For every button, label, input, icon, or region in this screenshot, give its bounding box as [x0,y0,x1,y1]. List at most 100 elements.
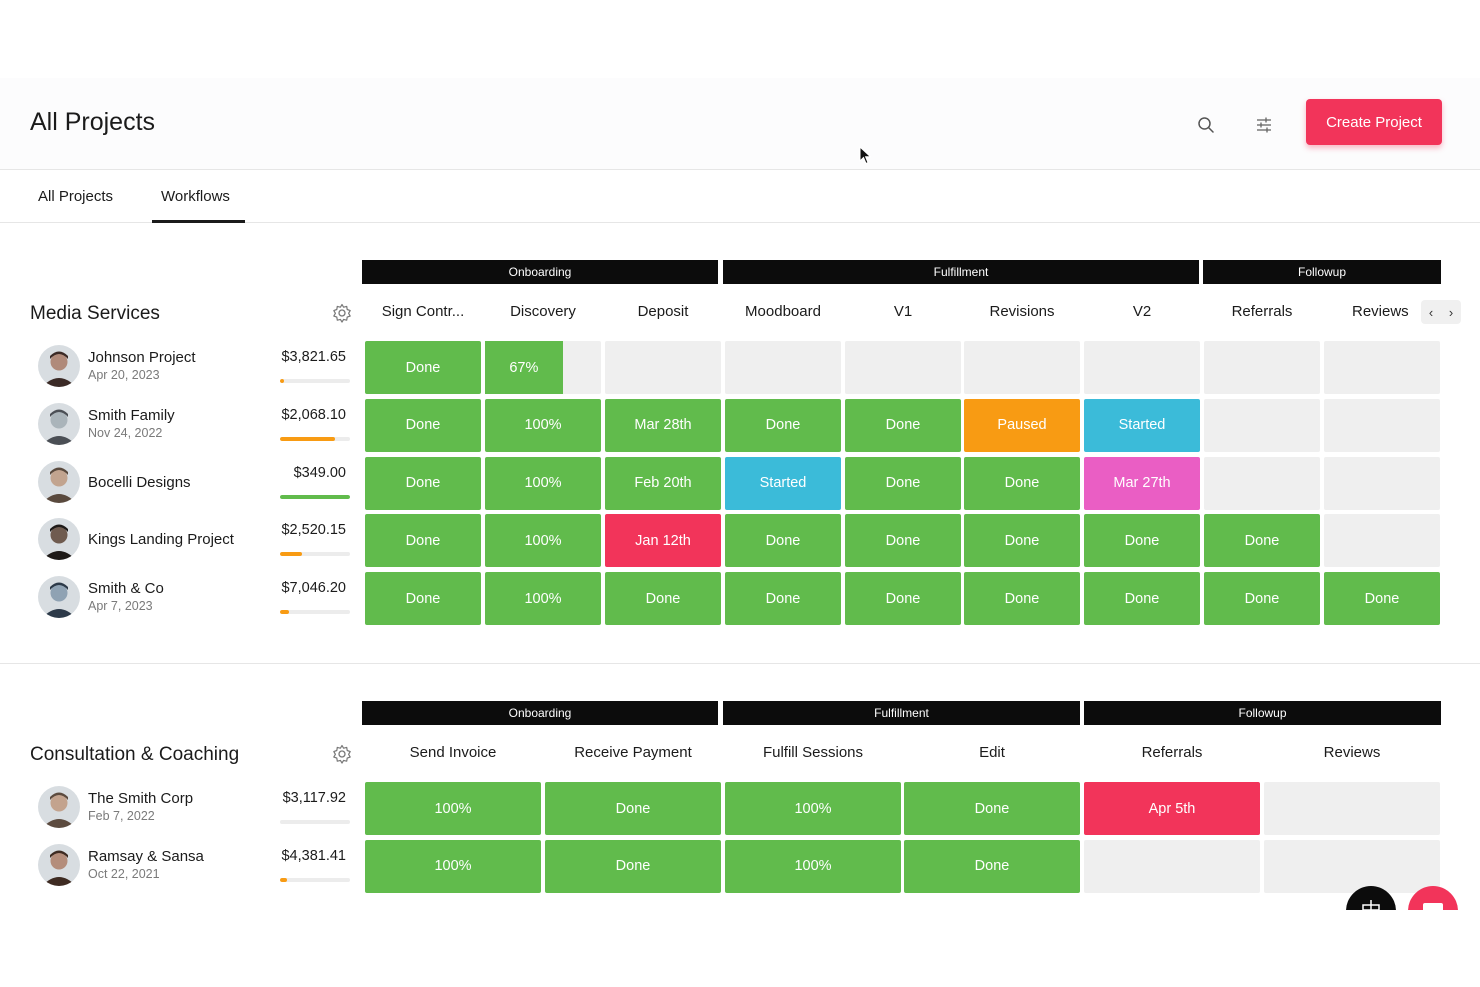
empty-stage-cell[interactable] [1204,456,1320,510]
payment-progress-bar [280,379,350,383]
stage-status-cell[interactable]: Done [964,514,1080,568]
stage-status-cell[interactable]: Started [725,456,841,510]
filter-sliders-icon[interactable] [1251,112,1277,138]
chevron-right-icon[interactable]: › [1448,304,1454,320]
project-date: Apr 20, 2023 [88,368,160,382]
stage-status-cell[interactable]: Done [365,572,481,625]
chevron-left-icon[interactable]: ‹ [1428,304,1434,320]
project-row[interactable]: Johnson Project Apr 20, 2023 $3,821.65 Done… [0,338,1480,396]
stage-status-cell[interactable]: Jan 12th [605,514,721,568]
project-name[interactable]: Kings Landing Project [88,531,234,549]
column-pager: ‹ › [1421,300,1461,324]
empty-stage-cell[interactable] [1324,456,1440,510]
stage-bar-fulfillment: Fulfillment [723,260,1199,284]
column-header: Edit [979,744,1005,761]
stage-status-cell[interactable]: Done [845,514,961,568]
stage-status-cell[interactable]: 100% [485,456,601,510]
stage-status-cell[interactable]: Done [1324,572,1440,625]
project-name[interactable]: Bocelli Designs [88,473,191,491]
project-name[interactable]: Johnson Project [88,349,196,366]
column-header: Fulfill Sessions [762,744,864,761]
stage-status-cell[interactable]: 100% [485,398,601,452]
project-amount: $2,520.15 [281,522,346,539]
stage-status-cell[interactable]: 100% [365,839,541,893]
project-row[interactable]: Bocelli Designs $349.00 Done 100% Feb 20th St… [0,454,1480,512]
stage-status-cell[interactable]: Mar 27th [1084,456,1200,510]
project-row[interactable]: Kings Landing Project $2,520.15 Done 100% Ja… [0,511,1480,569]
stage-status-cell[interactable]: Done [725,572,841,625]
stage-status-cell[interactable]: Done [725,398,841,452]
stage-status-cell[interactable]: 100% [485,514,601,568]
stage-status-cell[interactable]: Done [904,839,1080,893]
gear-icon[interactable] [332,303,352,323]
project-row[interactable]: Ramsay & Sansa Oct 22, 2021 $4,381.41 100% D… [0,837,1480,895]
gift-icon[interactable] [1346,886,1396,910]
project-row[interactable]: Smith & Co Apr 7, 2023 $7,046.20 Done 100% Do… [0,569,1480,627]
stage-status-cell[interactable]: 67% [485,341,601,394]
empty-stage-cell[interactable] [725,341,841,394]
column-header: Revisions [989,303,1055,320]
payment-progress-bar [280,494,350,499]
stage-status-cell[interactable]: Done [904,782,1080,835]
project-amount: $349.00 [293,464,346,481]
chat-icon[interactable] [1408,886,1458,910]
project-date: Nov 24, 2022 [88,425,163,440]
stage-status-cell[interactable]: 100% [365,782,541,835]
stage-status-cell[interactable]: Done [964,456,1080,510]
stage-status-cell[interactable]: 100% [725,782,901,835]
stage-status-cell[interactable]: Done [545,782,721,835]
stage-status-cell[interactable]: Mar 28th [605,398,721,452]
empty-stage-cell[interactable] [1264,782,1440,835]
create-project-button[interactable]: Create Project [1306,99,1442,145]
payment-progress-bar [280,436,350,441]
stage-status-cell[interactable]: Done [1084,514,1200,568]
stage-status-cell[interactable]: 100% [725,839,901,893]
stage-status-cell[interactable]: Done [605,572,721,625]
empty-stage-cell[interactable] [845,341,961,394]
empty-stage-cell[interactable] [605,341,721,394]
stage-status-cell[interactable]: Done [1084,572,1200,625]
stage-status-cell[interactable]: Done [725,514,841,568]
project-name[interactable]: The Smith Corp [88,790,194,807]
empty-stage-cell[interactable] [1204,341,1320,394]
stage-status-cell[interactable]: Done [365,341,481,394]
column-header: Referrals [1231,303,1293,320]
project-row[interactable]: The Smith Corp Feb 7, 2022 $3,117.92 100% Do… [0,779,1480,837]
project-date: Feb 7, 2022 [88,809,155,823]
tab-all-projects[interactable]: All Projects [38,188,114,205]
stage-status-cell[interactable]: Done [964,572,1080,625]
page-title: All Projects [30,108,156,136]
stage-status-cell[interactable]: Done [365,514,481,568]
stage-status-cell[interactable]: Started [1084,398,1200,452]
stage-status-cell[interactable]: Done [1204,572,1320,625]
project-row[interactable]: Smith Family Nov 24, 2022 $2,068.10 Done 100… [0,396,1480,454]
stage-status-cell[interactable]: Done [545,839,721,893]
empty-stage-cell[interactable] [1084,839,1260,893]
stage-status-cell[interactable]: Done [845,456,961,510]
stage-status-cell[interactable]: 100% [485,572,601,625]
project-name[interactable]: Ramsay & Sansa [88,847,204,865]
stage-status-cell[interactable]: Done [845,398,961,452]
stage-status-cell[interactable]: Done [1204,514,1320,568]
project-name[interactable]: Smith & Co [88,580,164,597]
empty-stage-cell[interactable] [1264,839,1440,893]
empty-stage-cell[interactable] [1084,341,1200,394]
stage-status-cell[interactable]: Done [365,456,481,510]
empty-stage-cell[interactable] [1324,341,1440,394]
empty-stage-cell[interactable] [964,341,1080,394]
gear-icon[interactable] [332,744,352,764]
empty-stage-cell[interactable] [1324,514,1440,568]
workflow-section-media-services: Onboarding Fulfillment Followup Media Se… [0,260,1480,640]
empty-stage-cell[interactable] [1204,398,1320,452]
search-icon[interactable] [1193,112,1219,138]
stage-status-cell[interactable]: Done [365,398,481,452]
empty-stage-cell[interactable] [1324,398,1440,452]
app-window: All Projects Create Project All Projects… [0,78,1480,910]
tab-workflows[interactable]: Workflows [161,188,230,205]
stage-status-cell[interactable]: Paused [964,398,1080,452]
view-tabs: All Projects Workflows [0,170,1480,223]
stage-status-cell[interactable]: Done [845,572,961,625]
stage-status-cell[interactable]: Feb 20th [605,456,721,510]
project-name[interactable]: Smith Family [88,406,175,424]
stage-status-cell[interactable]: Apr 5th [1084,782,1260,835]
